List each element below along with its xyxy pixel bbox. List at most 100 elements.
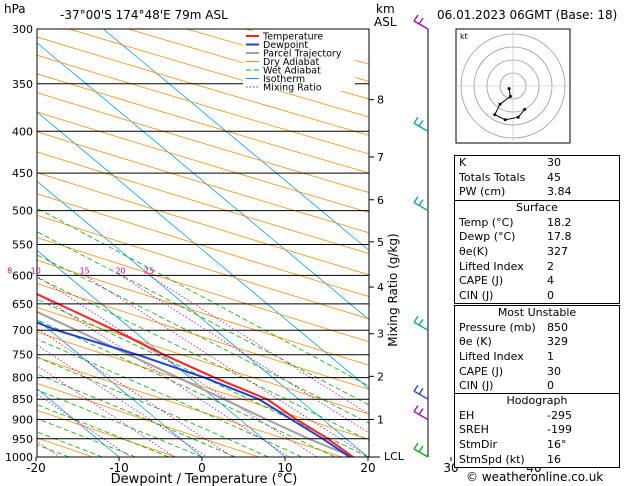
wind-barb-flag [418, 199, 424, 206]
wind-barb-flag [418, 445, 424, 453]
wind-barb [413, 448, 429, 458]
mixing-ratio-line [37, 292, 290, 457]
index-label: CAPE (J) [459, 274, 504, 288]
pressure-tick-label: 500 [12, 205, 33, 218]
pressure-tick-label: 1000 [5, 451, 33, 464]
dry-adiabat-line [37, 409, 177, 457]
mixing-ratio-label: 20 [115, 266, 125, 275]
dry-adiabat-line [37, 111, 369, 213]
dry-adiabat-line [37, 307, 369, 415]
pressure-tick-label: 350 [12, 78, 33, 91]
legend-label: Wet Adiabat [263, 66, 321, 77]
mixing-ratio-axis-label: Mixing Ratio (g/kg) [386, 233, 400, 346]
pressure-tick-label: 750 [12, 349, 33, 362]
dewpoint-line [37, 321, 351, 457]
legend-label: Parcel Trajectory [263, 49, 342, 60]
surface-panel: Surface Temp (°C) 18.2 Dewp (°C) 17.8 θe(K) 32… [454, 200, 620, 305]
index-label: Dewp (°C) [459, 230, 516, 244]
pressure-tick-label: 400 [12, 125, 33, 138]
legend-label: Isotherm [263, 74, 305, 85]
hodograph-point [503, 118, 507, 122]
wind-barb-flag [418, 318, 424, 326]
mixing-ratio-line [37, 344, 208, 457]
pressure-tick-label: 600 [12, 269, 33, 282]
hodograph-table: Hodograph EH -295 SREH -199 StmDir 16° StmSpd (… [455, 394, 619, 467]
section-title-row: Most Unstable [455, 306, 619, 321]
surface-table: Surface Temp (°C) 18.2 Dewp (°C) 17.8 θe(K) 32… [455, 201, 619, 303]
index-row: StmSpd (kt) 16 [455, 452, 619, 467]
dry-adiabat-line [37, 92, 369, 193]
pressure-tick-label: 650 [12, 298, 33, 311]
wind-barb [413, 20, 429, 30]
height-tick-label: 1 [377, 414, 384, 427]
wet-adiabat-line [37, 373, 236, 457]
wind-barb-flag [413, 196, 419, 203]
hodograph-point [508, 94, 512, 98]
height-tick-label: 4 [377, 281, 384, 294]
index-row: CIN (J) 0 [455, 289, 619, 304]
index-row: Lifted Index 1 [455, 350, 619, 365]
index-row: SREH -199 [455, 423, 619, 438]
pressure-tick-label: 950 [12, 433, 33, 446]
dry-adiabat-line [37, 331, 369, 440]
dry-adiabat-line [37, 131, 369, 234]
index-row: EH -295 [455, 409, 619, 424]
index-row: θe (K) 329 [455, 335, 619, 350]
section-title-row: Hodograph [455, 394, 619, 409]
index-value: 0 [547, 379, 554, 393]
index-label: Lifted Index [459, 259, 524, 273]
wind-barb-flag [413, 384, 419, 392]
mixing-ratio-label: 8 [7, 266, 12, 275]
pressure-tick-label: 300 [12, 23, 33, 36]
temperature-tick-label: -20 [26, 461, 46, 475]
temperature-tick-label: 10 [277, 461, 292, 475]
wind-barb-flag [418, 408, 424, 415]
index-row: StmDir 16° [455, 438, 619, 453]
index-value: 4 [547, 274, 554, 288]
index-row: Temp (°C) 18.2 [455, 216, 619, 231]
hodograph-point [493, 113, 497, 117]
hodograph-point [498, 102, 502, 106]
index-label: EH [459, 408, 475, 422]
index-row: CAPE (J) 4 [455, 274, 619, 289]
index-value: 850 [547, 320, 568, 334]
wet-adiabat-line [37, 356, 269, 457]
location-title: -37°00'S 174°48'E 79m ASL [60, 8, 228, 22]
index-value: 30 [547, 156, 561, 170]
index-value: 0 [547, 288, 554, 302]
hpa-label: hPa [4, 2, 26, 16]
index-value: -295 [547, 408, 572, 422]
index-label: θe(K) [459, 245, 489, 259]
index-label: PW (cm) [459, 185, 506, 199]
wind-barb [413, 390, 429, 400]
isotherm-line [37, 319, 203, 457]
index-row: Pressure (mb) 850 [455, 321, 619, 336]
index-row: θe(K) 327 [455, 245, 619, 260]
wet-adiabat-line [37, 277, 369, 442]
index-row: K 30 [455, 156, 619, 171]
index-label: K [459, 156, 467, 170]
mixing-ratio-line [37, 365, 175, 457]
index-row: Lifted Index 2 [455, 259, 619, 274]
legend-box [243, 31, 355, 91]
wind-barb-flag [413, 14, 419, 22]
legend-label: Mixing Ratio [263, 83, 322, 94]
index-row: PW (cm) 3.84 [455, 185, 619, 200]
index-value: 2 [547, 259, 554, 273]
mixing-ratio-label: 15 [80, 266, 90, 275]
index-row: CIN (J) 0 [455, 379, 619, 394]
dry-adiabat-line [0, 29, 10, 457]
pressure-tick-label: 700 [12, 324, 33, 337]
lcl-label: LCL [384, 450, 405, 463]
index-value: 45 [547, 170, 561, 184]
legend-label: Temperature [262, 32, 323, 43]
height-tick-label: 6 [377, 194, 384, 207]
wind-barb [413, 321, 429, 331]
height-tick-label: 8 [377, 94, 384, 107]
index-value: 17.8 [547, 230, 572, 244]
temperature-tick-label: -10 [109, 461, 129, 475]
indices-panel: K 30 Totals Totals 45 PW (cm) 3.84 [454, 155, 620, 201]
section-title-row: Surface [455, 201, 619, 216]
index-label: θe (K) [459, 335, 492, 349]
